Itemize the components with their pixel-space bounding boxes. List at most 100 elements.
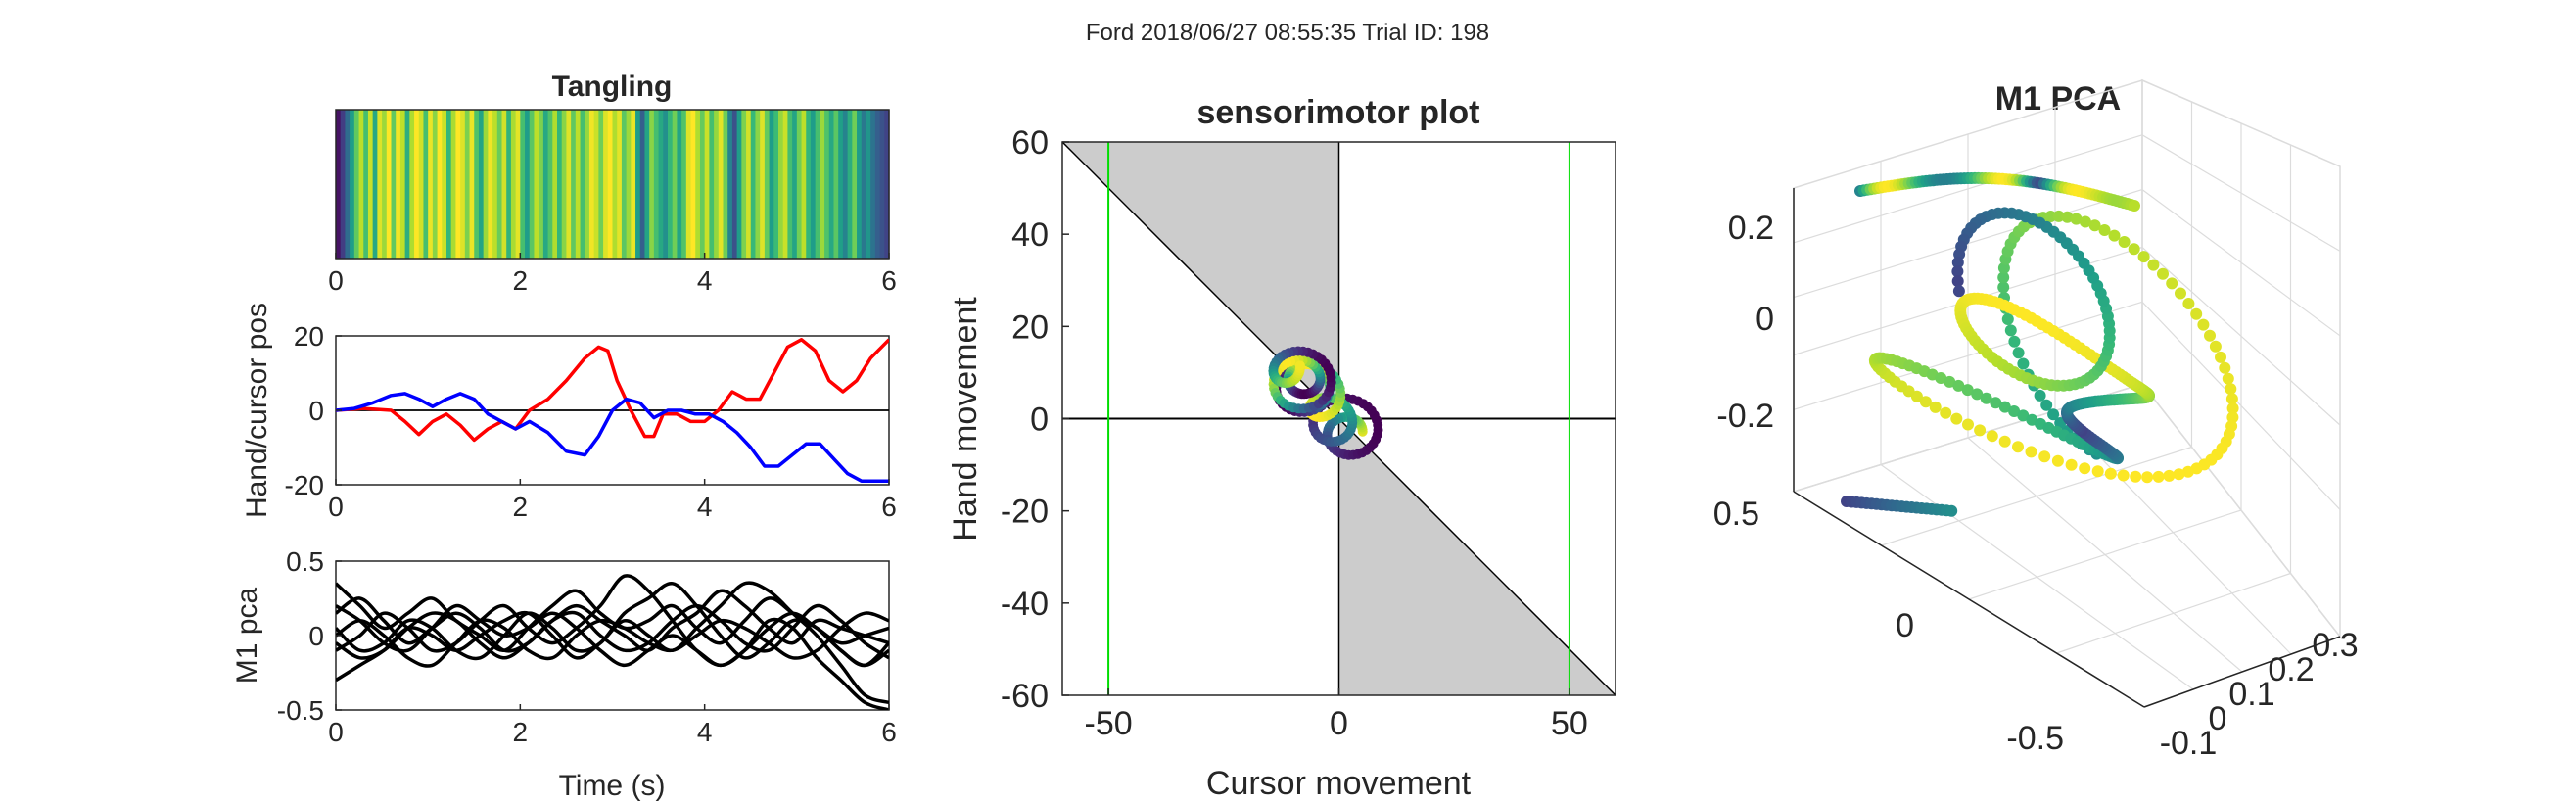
m1pca-frame — [335, 560, 890, 711]
pca3d-ztick-label: -0.2 — [1716, 398, 1774, 435]
pca3d-point — [2091, 465, 2104, 478]
tangling-cell — [469, 110, 475, 259]
tangling-cell — [879, 110, 885, 259]
tangling-cell — [769, 110, 774, 259]
pca3d-point — [1997, 281, 2010, 294]
pca3d-point — [2197, 318, 2210, 331]
tangling-cell — [515, 110, 521, 259]
pca3d-point — [1919, 396, 1932, 408]
pca3d-point — [1997, 261, 2010, 274]
tangling-title: Tangling — [552, 71, 673, 103]
tangling-cell — [838, 110, 844, 259]
pca3d-point — [2017, 357, 2030, 370]
sensorimotor-panel: sensorimotor plot -50 0 50 60 40 20 0 -20 -40 -60… — [947, 94, 1616, 802]
sensorimotor-title: sensorimotor plot — [1196, 94, 1479, 131]
tangling-cell — [731, 110, 738, 259]
pca3d-point — [2181, 465, 2194, 478]
tangling-cell — [386, 110, 393, 259]
left-axis-line — [1793, 491, 2145, 708]
m1pca-xlabel: Time (s) — [559, 770, 666, 802]
pca3d-point — [2040, 399, 2053, 411]
tangling-cell — [432, 110, 439, 259]
pca3d-point — [1962, 418, 1974, 431]
tangling-cell — [575, 110, 582, 259]
pca3d-point — [2047, 408, 2060, 421]
handcursor-ytick-label: 20 — [294, 321, 324, 352]
tangling-cell — [474, 110, 480, 259]
tangling-cell — [677, 110, 682, 259]
pca3d-point — [1998, 401, 2011, 413]
tangling-cell — [690, 110, 696, 259]
tangling-cell — [796, 110, 803, 259]
pca3d-point — [2061, 211, 2074, 223]
tangling-cell — [718, 110, 725, 259]
pca3d-point — [2130, 470, 2142, 483]
m1pca-plot-area — [336, 574, 889, 710]
tangling-cell — [353, 110, 360, 259]
tangling-cell — [542, 110, 549, 259]
pca3d-point — [1998, 435, 2011, 448]
tangling-cell — [539, 110, 544, 259]
tangling-cell — [617, 110, 623, 259]
tangling-frame — [335, 109, 890, 260]
m1pca3d-title: M1 PCA — [1995, 80, 2121, 118]
pca3d-point — [2215, 351, 2226, 363]
tangling-cell — [363, 110, 369, 259]
m1pca-xtick-label: 2 — [513, 717, 529, 747]
tangling-cell — [672, 110, 679, 259]
tangling-cell — [418, 110, 425, 259]
pca3d-point — [2209, 340, 2222, 353]
pca3d-point — [2166, 277, 2178, 290]
tangling-cell — [746, 110, 752, 259]
tangling-cell — [685, 110, 692, 259]
pca3d-point — [2226, 402, 2239, 414]
pca3d-point — [2065, 458, 2078, 471]
m1pca-trace — [336, 603, 889, 710]
pca3d-point — [2204, 329, 2216, 342]
tangling-cell — [658, 110, 664, 259]
pca3d-point — [1952, 285, 1965, 298]
pca3d-left-tick-label: -0.5 — [2006, 720, 2064, 757]
sensorimotor-ytick-label: 20 — [1011, 308, 1049, 346]
tangling-cell — [842, 110, 849, 259]
pca3d-point — [2173, 468, 2185, 481]
m1pca-xtick-label: 4 — [697, 717, 713, 747]
m1pca-trace — [336, 603, 889, 660]
tangling-xtick-label: 0 — [328, 265, 344, 296]
tangling-cell — [358, 110, 364, 259]
pca3d-point — [2034, 389, 2046, 402]
tangling-cell — [709, 110, 715, 259]
tangling-panel: Tangling 0 2 4 6 — [328, 71, 897, 296]
tangling-cell — [372, 110, 378, 259]
pca3d-right-tick-label: -0.1 — [2160, 725, 2218, 762]
sensorimotor-ytick-label: -20 — [1001, 494, 1049, 531]
tangling-cell — [603, 110, 609, 259]
tangling-cell — [699, 110, 706, 259]
pca3d-point — [1961, 384, 1974, 397]
tangling-cell — [884, 110, 890, 259]
tangling-cell — [552, 110, 558, 259]
tangling-cell — [644, 110, 650, 259]
tangling-cell — [653, 110, 660, 259]
sensorimotor-axes: -50 0 50 60 40 20 0 -20 -40 -60 — [1001, 124, 1588, 742]
tangling-cell — [391, 110, 397, 259]
tangling-cell — [874, 110, 881, 259]
pca3d-point — [2017, 409, 2030, 422]
pca3d-point — [2128, 243, 2140, 256]
tangling-heatmap-strip — [336, 110, 890, 259]
sensorimotor-ytick-label: -40 — [1001, 586, 1049, 623]
pca3d-point — [2004, 324, 2017, 337]
tangling-cell — [833, 110, 839, 259]
pca3d-point — [1971, 388, 1984, 401]
handcursor-xtick-label: 6 — [881, 492, 897, 522]
tangling-cell — [455, 110, 461, 259]
pca3d-point — [2012, 347, 2025, 359]
tangling-cell — [598, 110, 604, 259]
hand-position-line — [336, 338, 889, 443]
tangling-xtick-label: 2 — [513, 265, 529, 296]
right-axis-line — [2143, 636, 2341, 708]
tangling-cell — [741, 110, 747, 259]
tangling-cell — [488, 110, 493, 259]
